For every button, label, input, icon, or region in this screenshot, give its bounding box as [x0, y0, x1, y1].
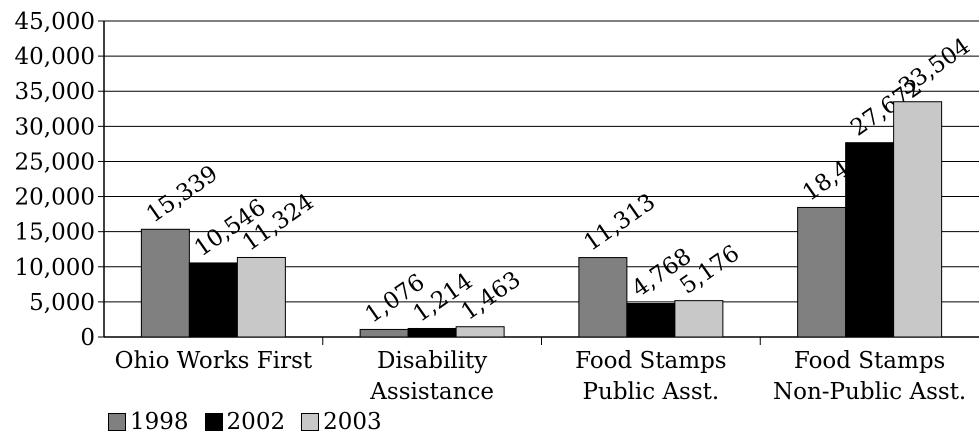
bar — [627, 304, 675, 337]
bar — [360, 329, 408, 337]
y-tick-label: 15,000 — [15, 220, 95, 246]
x-tick-label: Assistance — [369, 379, 494, 405]
legend-label-1998: 1998 — [130, 408, 189, 436]
data-label: 15,339 — [142, 161, 223, 228]
bar — [798, 207, 846, 337]
y-tick-label: 25,000 — [15, 149, 95, 175]
legend-swatch-2003 — [301, 413, 319, 431]
bar — [894, 102, 942, 337]
y-tick-label: 30,000 — [15, 114, 95, 140]
data-label: 5,176 — [675, 240, 744, 299]
data-label: 11,313 — [579, 189, 660, 256]
y-tick-label: 0 — [80, 325, 95, 351]
y-tick-label: 45,000 — [15, 9, 95, 35]
legend: 1998 2002 2003 — [108, 408, 382, 436]
x-tick-label: Ohio Works First — [115, 348, 313, 374]
y-tick-label: 40,000 — [15, 44, 95, 70]
legend-swatch-1998 — [108, 413, 126, 431]
bar — [237, 257, 285, 337]
y-tick-label: 5,000 — [29, 290, 95, 316]
legend-swatch-2002 — [205, 413, 223, 431]
bar — [189, 263, 237, 337]
y-tick-label: 35,000 — [15, 79, 95, 105]
legend-item-2002: 2002 — [205, 408, 286, 436]
data-label: 33,504 — [894, 33, 975, 100]
y-tick-label: 10,000 — [15, 255, 95, 281]
y-tick-label: 20,000 — [15, 185, 95, 211]
x-tick-label: Food Stamps — [794, 348, 945, 374]
x-tick-label: Food Stamps — [575, 348, 726, 374]
bar — [408, 328, 456, 337]
legend-item-1998: 1998 — [108, 408, 189, 436]
legend-label-2003: 2003 — [323, 408, 382, 436]
legend-item-2003: 2003 — [301, 408, 382, 436]
x-tick-label: Disability — [377, 348, 487, 374]
x-tick-label: Non-Public Asst. — [773, 379, 966, 405]
bar — [675, 301, 723, 337]
bar — [456, 327, 504, 337]
legend-label-2002: 2002 — [227, 408, 286, 436]
bar — [846, 143, 894, 337]
x-tick-label: Public Asst. — [583, 379, 720, 405]
bar — [141, 229, 189, 337]
bar — [579, 258, 627, 337]
